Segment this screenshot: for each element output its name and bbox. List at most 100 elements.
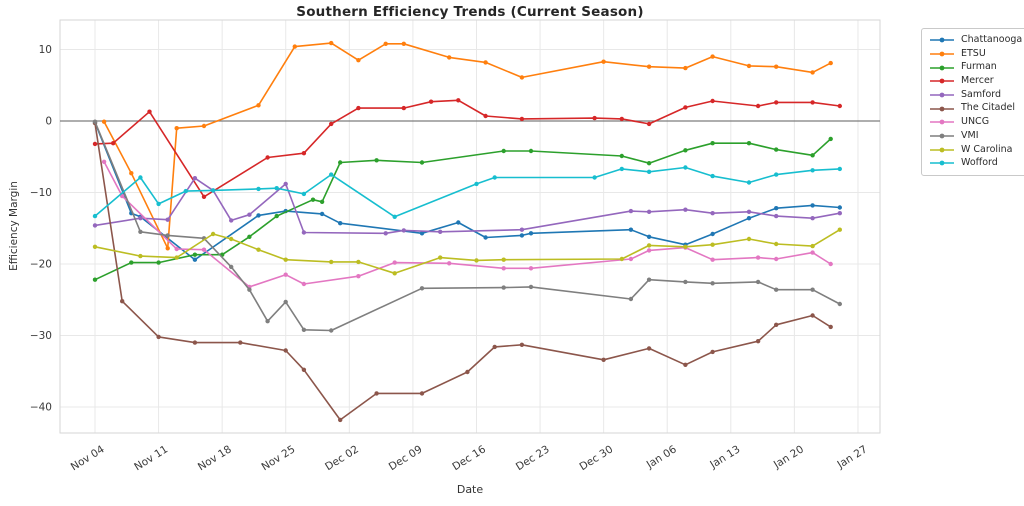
data-point-wofford (210, 188, 216, 193)
data-point-furman (746, 141, 752, 146)
x-tick-label: Dec 30 (577, 443, 615, 473)
data-point-uncg (120, 193, 125, 199)
data-point-vmi (683, 279, 688, 285)
data-point-the-citadel (283, 348, 288, 353)
data-point-samford (438, 229, 443, 234)
data-point-vmi (301, 327, 307, 332)
data-point-w-carolina (256, 247, 261, 252)
data-point-samford (646, 209, 652, 214)
data-point-etsu (519, 75, 525, 80)
data-point-mercer (646, 121, 652, 127)
data-point-samford (165, 217, 170, 222)
data-point-uncg (174, 246, 179, 252)
data-point-wofford (492, 175, 497, 180)
legend-item-vmi: VMI (929, 129, 1022, 142)
data-point-w-carolina (138, 253, 143, 259)
data-point-etsu (447, 55, 452, 60)
data-point-the-citadel (646, 346, 652, 351)
data-point-chattanooga (319, 211, 325, 217)
data-point-mercer (147, 109, 152, 114)
data-point-vmi (628, 296, 634, 302)
data-point-etsu (256, 103, 261, 108)
data-point-wofford (329, 172, 334, 177)
data-point-furman (774, 147, 779, 152)
data-point-samford (519, 227, 525, 232)
x-tick-label: Nov 25 (259, 443, 297, 473)
data-point-furman (501, 148, 506, 154)
data-point-the-citadel (810, 313, 815, 318)
series-line-samford (94, 177, 841, 235)
data-point-etsu (746, 63, 752, 69)
data-point-wofford (592, 175, 597, 180)
data-point-mercer (710, 98, 715, 104)
series-the-citadel (92, 120, 833, 423)
data-point-samford (683, 207, 688, 212)
legend-line-sample-uncg (930, 119, 954, 125)
data-point-the-citadel (465, 369, 470, 375)
series-line-uncg (103, 161, 832, 288)
data-point-wofford (710, 173, 715, 179)
data-point-mercer (837, 103, 842, 109)
data-point-furman (810, 153, 815, 158)
chart-title: Southern Efficiency Trends (Current Seas… (296, 4, 644, 20)
data-point-w-carolina (746, 236, 752, 242)
data-point-uncg (710, 257, 715, 262)
data-point-vmi (646, 277, 652, 282)
data-point-chattanooga (192, 257, 198, 262)
data-point-samford (810, 216, 815, 221)
x-tick-label: Nov 18 (196, 443, 234, 473)
data-point-mercer (301, 151, 307, 156)
data-point-chattanooga (519, 233, 525, 238)
data-point-w-carolina (683, 244, 688, 249)
data-point-furman (247, 234, 252, 239)
data-point-mercer (592, 115, 597, 121)
data-point-uncg (810, 250, 815, 255)
series-samford (92, 176, 842, 236)
data-point-etsu (810, 70, 815, 75)
data-point-mercer (456, 98, 461, 103)
legend-line-sample-wofford (930, 161, 954, 166)
y-tick-label: −30 (30, 330, 52, 342)
data-point-furman (528, 148, 534, 154)
data-point-the-citadel (755, 339, 761, 344)
legend-label: Samford (961, 88, 1002, 100)
data-point-wofford (92, 213, 98, 219)
data-point-chattanooga (746, 216, 752, 221)
data-point-wofford (156, 201, 161, 207)
legend-label: ETSU (961, 47, 986, 59)
data-point-chattanooga (810, 203, 815, 208)
data-point-w-carolina (329, 259, 334, 265)
data-point-vmi (755, 279, 761, 285)
legend-line-sample-w-carolina (930, 147, 954, 153)
data-point-w-carolina (710, 242, 715, 247)
data-point-vmi (138, 229, 143, 234)
data-point-w-carolina (837, 227, 842, 232)
data-point-mercer (483, 113, 488, 119)
data-point-mercer (111, 141, 116, 146)
data-point-w-carolina (92, 244, 98, 249)
data-point-samford (710, 211, 715, 216)
series-line-mercer (94, 99, 841, 198)
data-point-samford (92, 223, 98, 228)
data-point-wofford (746, 180, 752, 185)
data-point-etsu (401, 41, 406, 46)
data-point-furman (374, 158, 379, 163)
data-point-mercer (683, 105, 688, 110)
legend-line-sample-the-citadel (930, 106, 954, 112)
data-point-vmi (329, 328, 334, 333)
data-point-uncg (283, 272, 288, 277)
data-point-the-citadel (338, 417, 343, 423)
data-point-furman (274, 213, 279, 219)
x-tick-label: Nov 04 (69, 443, 107, 473)
data-point-uncg (392, 260, 397, 265)
series-uncg (101, 159, 833, 290)
data-point-wofford (837, 166, 842, 172)
series-w-carolina (92, 227, 842, 276)
data-point-the-citadel (683, 362, 688, 367)
x-tick-label: Jan 27 (834, 443, 869, 471)
data-point-etsu (646, 64, 652, 69)
legend-line-sample-vmi (930, 133, 954, 139)
series-etsu (101, 40, 833, 251)
legend-label: VMI (961, 129, 979, 141)
data-point-etsu (165, 246, 170, 251)
